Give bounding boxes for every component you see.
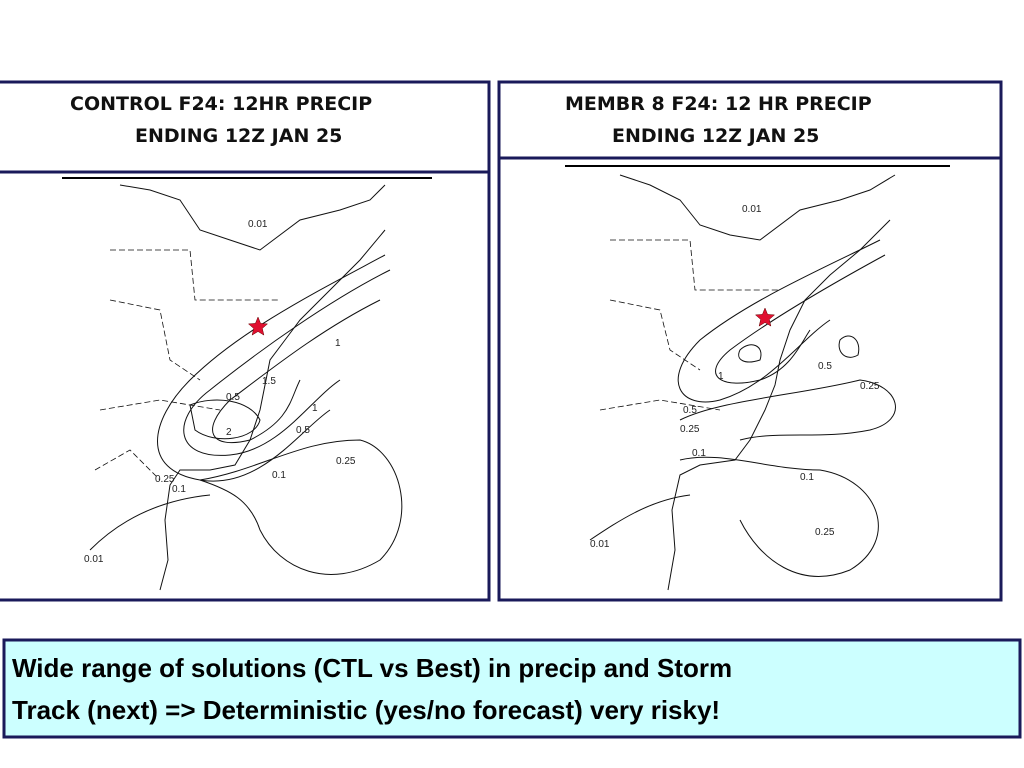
contour-label: 0.25: [815, 527, 835, 538]
contour-label: 0.01: [84, 554, 104, 565]
contour-label: 2: [226, 427, 232, 438]
caption: Wide range of solutions (CTL vs Best) in…: [12, 653, 732, 683]
panel-title: MEMBR 8 F24: 12 HR PRECIP: [565, 93, 872, 115]
contour-label: 1: [335, 338, 341, 349]
location-star: [754, 307, 776, 327]
caption: Track (next) => Deterministic (yes/no fo…: [12, 695, 720, 725]
panel-title: ENDING 12Z JAN 25: [135, 125, 342, 147]
contour-label: 1: [718, 371, 724, 382]
contour-label: 0.5: [683, 405, 697, 416]
contour-label: 0.5: [296, 425, 310, 436]
contour-label: 0.5: [818, 361, 832, 372]
map: [89, 184, 403, 591]
contour-label: 1: [312, 403, 318, 414]
contour-label: 0.5: [226, 392, 240, 403]
contour-label: 0.25: [336, 456, 356, 467]
panel-frame: [0, 80, 491, 602]
contour-label: 0.01: [590, 539, 610, 550]
contour-label: 0.25: [860, 381, 880, 392]
panel-title: CONTROL F24: 12HR PRECIP: [70, 93, 372, 115]
contour-label: 1.5: [262, 376, 276, 387]
panel-title: ENDING 12Z JAN 25: [612, 125, 819, 147]
contour-label: 0.01: [742, 204, 762, 215]
contour-label: 0.1: [692, 448, 706, 459]
contour-label: 0.25: [680, 424, 700, 435]
location-star: [247, 316, 269, 336]
contour-label: 0.1: [172, 484, 186, 495]
contour-label: 0.1: [272, 470, 286, 481]
contour-label: 0.25: [155, 474, 175, 485]
map: [589, 174, 896, 591]
panel-frame: [497, 80, 1003, 602]
caption-box: [2, 638, 1022, 739]
contour-label: 0.01: [248, 219, 268, 230]
contour-label: 0.1: [800, 472, 814, 483]
